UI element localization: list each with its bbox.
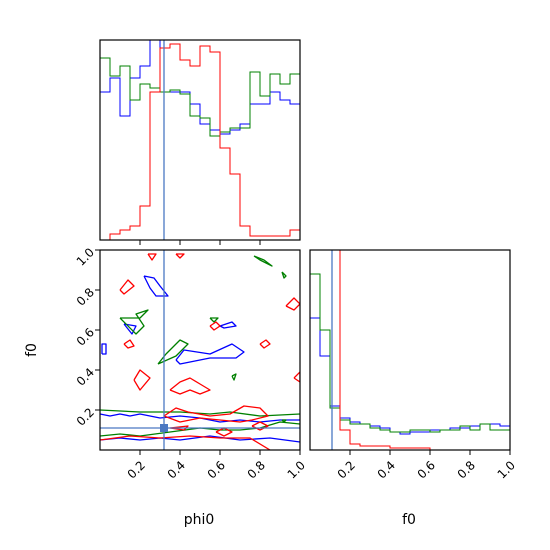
contour-truth-marker [160, 424, 168, 432]
contour-series-2-path-11 [293, 371, 300, 383]
contour-y-tick-label-4: 1.0 [74, 245, 97, 268]
contour-x-tick-label-1: 0.4 [165, 458, 188, 481]
contour-series-0-path-1 [100, 435, 300, 443]
contour-series-1-path-1 [100, 409, 300, 417]
f0-hist-x-tick-label-1: 0.4 [375, 458, 398, 481]
contour-series-0-path-6 [123, 323, 137, 335]
contour-series-1-path-5 [281, 271, 287, 279]
contour-series-2-path-13 [215, 427, 233, 437]
contour-x-tick-label-4: 1.0 [285, 458, 308, 481]
contour-lines [100, 253, 300, 450]
contour-series-2-path-4 [119, 279, 135, 295]
contour-series-1-path-7 [231, 373, 237, 381]
contour-series-2-path-5 [123, 339, 135, 349]
phi0-hist-series-1 [100, 57, 300, 137]
contour-y-tick-label-0: 0.2 [74, 405, 97, 428]
y-axis-label-f0: f0 [24, 343, 40, 357]
contour-series-1-path-8 [281, 419, 287, 423]
x-axis-label-phi0: phi0 [184, 512, 215, 528]
contour-series-1-path-6 [209, 317, 219, 323]
contour-series-1-path-2 [119, 309, 149, 335]
contour-series-2-path-14 [251, 421, 269, 431]
f0-histogram-panel: 0.2 0.4 0.6 0.8 1.0 [309, 249, 518, 482]
contour-y-tick-label-3: 0.8 [74, 285, 97, 308]
contour-series-0-path-3 [143, 275, 169, 297]
contour-series-1-path-4 [253, 255, 273, 267]
contour-series-2-path-9 [259, 339, 271, 349]
contour-series-2-path-3 [133, 369, 151, 391]
contour-series-2-path-10 [285, 297, 300, 311]
contour-series-2-path-6 [147, 253, 157, 261]
contour-x-tick-label-2: 0.6 [205, 458, 228, 481]
contour-frame [99, 249, 301, 451]
contour-series-2-path-7 [175, 253, 185, 259]
contour-series-1-path-3 [157, 339, 189, 365]
contour-series-0-path-2 [101, 343, 107, 355]
contour-y-tick-label-2: 0.6 [74, 325, 97, 348]
contour-series-2-path-1 [163, 405, 269, 423]
contour-series-1-path-0 [100, 421, 300, 437]
phi0-hist-frame [99, 39, 301, 241]
f0-hist-frame [309, 249, 511, 451]
f0-hist-x-tick-label-4: 1.0 [495, 458, 518, 481]
contour-x-tick-label-0: 0.2 [125, 458, 148, 481]
phi0-histogram-panel [99, 39, 301, 245]
f0-hist-x-tick-label-3: 0.8 [455, 458, 478, 481]
x-axis-label-f0: f0 [402, 512, 416, 528]
f0-hist-series-2 [310, 249, 510, 451]
contour-series-0-path-4 [175, 343, 245, 365]
contour-series-2-path-2 [169, 377, 211, 395]
contour-series-2-path-8 [209, 321, 221, 331]
contour-y-tick-label-1: 0.4 [74, 365, 97, 388]
contour-series-0-path-5 [219, 321, 237, 329]
phi0-hist-series-2 [100, 43, 300, 241]
phi0-f0-contour-panel: 0.2 0.4 0.6 0.8 1.0 0.2 0.4 0.6 0.8 1.0 [74, 245, 308, 481]
f0-hist-x-tick-label-0: 0.2 [335, 458, 358, 481]
contour-x-tick-label-3: 0.8 [245, 458, 268, 481]
contour-series-2-path-0 [100, 435, 271, 450]
f0-hist-x-tick-label-2: 0.6 [415, 458, 438, 481]
